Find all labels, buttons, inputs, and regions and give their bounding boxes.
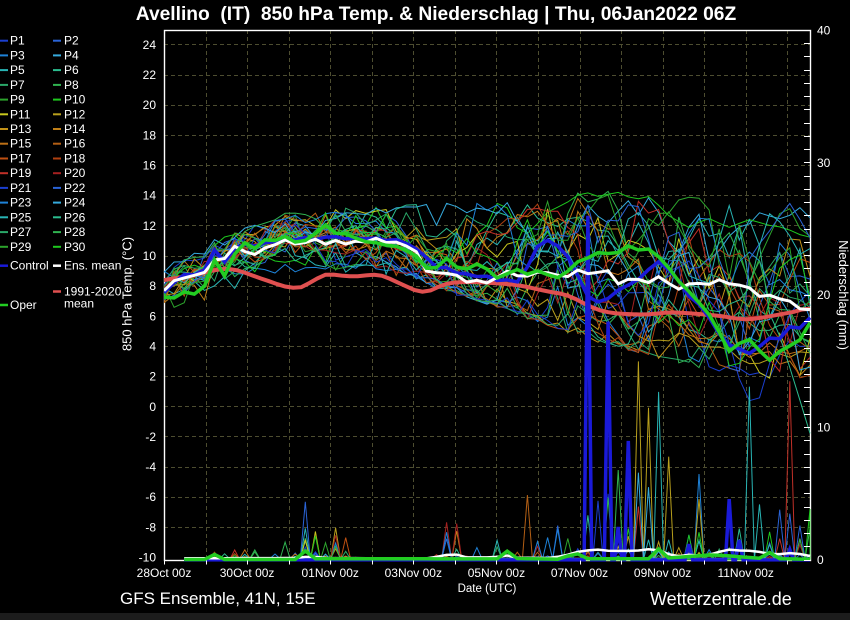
svg-text:P29: P29 xyxy=(10,240,32,254)
svg-text:P15: P15 xyxy=(10,137,32,151)
svg-text:850 hPa Temp. (°C): 850 hPa Temp. (°C) xyxy=(120,237,135,351)
svg-text:20: 20 xyxy=(143,98,157,112)
svg-text:P27: P27 xyxy=(10,225,32,239)
svg-text:P2: P2 xyxy=(64,34,79,48)
svg-text:8: 8 xyxy=(149,279,156,293)
svg-text:P23: P23 xyxy=(10,196,32,210)
svg-text:11Nov 00z: 11Nov 00z xyxy=(717,566,773,580)
svg-text:P30: P30 xyxy=(64,240,86,254)
svg-text:P24: P24 xyxy=(64,196,86,210)
svg-text:4: 4 xyxy=(149,340,156,354)
svg-text:P26: P26 xyxy=(64,210,86,224)
svg-text:P14: P14 xyxy=(64,122,86,136)
svg-text:Avellino (IT) 850 hPa Temp.: Avellino (IT) 850 hPa Temp. & Niederschl… xyxy=(136,4,737,25)
svg-text:P20: P20 xyxy=(64,166,86,180)
svg-text:P12: P12 xyxy=(64,107,86,121)
svg-text:Control: Control xyxy=(10,259,49,273)
svg-text:10: 10 xyxy=(817,421,831,435)
svg-text:P22: P22 xyxy=(64,181,86,195)
svg-text:09Nov 00z: 09Nov 00z xyxy=(634,566,691,580)
svg-text:20: 20 xyxy=(817,288,831,302)
svg-text:24: 24 xyxy=(143,38,157,52)
svg-text:22: 22 xyxy=(143,68,157,82)
svg-text:P7: P7 xyxy=(10,78,25,92)
svg-text:12: 12 xyxy=(143,219,157,233)
svg-text:-8: -8 xyxy=(145,520,156,534)
svg-text:P6: P6 xyxy=(64,63,79,77)
svg-text:-6: -6 xyxy=(145,490,156,504)
svg-text:14: 14 xyxy=(143,189,157,203)
svg-text:03Nov 00z: 03Nov 00z xyxy=(385,566,442,580)
svg-text:P5: P5 xyxy=(10,63,25,77)
svg-text:18: 18 xyxy=(143,128,157,142)
svg-text:01Nov 00z: 01Nov 00z xyxy=(302,566,359,580)
svg-text:P9: P9 xyxy=(10,93,25,107)
svg-text:P19: P19 xyxy=(10,166,32,180)
svg-text:GFS Ensemble, 41N, 15E: GFS Ensemble, 41N, 15E xyxy=(120,589,316,608)
svg-text:16: 16 xyxy=(143,159,157,173)
svg-text:07Nov 00z: 07Nov 00z xyxy=(551,566,608,580)
svg-text:-10: -10 xyxy=(139,551,157,565)
svg-text:05Nov 00z: 05Nov 00z xyxy=(468,566,525,580)
svg-text:Date (UTC): Date (UTC) xyxy=(458,583,517,595)
svg-text:0: 0 xyxy=(817,553,824,567)
svg-text:6: 6 xyxy=(149,309,156,323)
svg-text:1991-2020: 1991-2020 xyxy=(64,285,122,299)
svg-text:P3: P3 xyxy=(10,48,25,62)
svg-text:P1: P1 xyxy=(10,34,25,48)
svg-text:0: 0 xyxy=(149,400,156,414)
svg-text:28Oct 00z: 28Oct 00z xyxy=(137,566,192,580)
svg-text:P10: P10 xyxy=(64,93,86,107)
svg-text:Niederschlag (mm): Niederschlag (mm) xyxy=(836,240,850,350)
svg-text:P13: P13 xyxy=(10,122,32,136)
svg-text:-4: -4 xyxy=(145,460,156,474)
svg-text:-2: -2 xyxy=(145,430,156,444)
svg-text:P11: P11 xyxy=(10,107,31,121)
svg-text:P8: P8 xyxy=(64,78,79,92)
svg-text:mean: mean xyxy=(64,297,94,311)
svg-text:P28: P28 xyxy=(64,225,86,239)
svg-text:30Oct 00z: 30Oct 00z xyxy=(220,566,275,580)
svg-text:P18: P18 xyxy=(64,152,86,166)
svg-text:Ens. mean: Ens. mean xyxy=(64,259,121,273)
svg-text:2: 2 xyxy=(149,370,156,384)
svg-text:P4: P4 xyxy=(64,48,79,62)
svg-text:P17: P17 xyxy=(10,152,32,166)
svg-text:P21: P21 xyxy=(10,181,32,195)
svg-text:P25: P25 xyxy=(10,210,32,224)
svg-text:Wetterzentrale.de: Wetterzentrale.de xyxy=(650,589,792,609)
svg-text:30: 30 xyxy=(817,156,831,170)
svg-text:Oper: Oper xyxy=(10,298,37,312)
svg-text:40: 40 xyxy=(817,24,831,38)
svg-text:P16: P16 xyxy=(64,137,86,151)
svg-text:10: 10 xyxy=(143,249,157,263)
